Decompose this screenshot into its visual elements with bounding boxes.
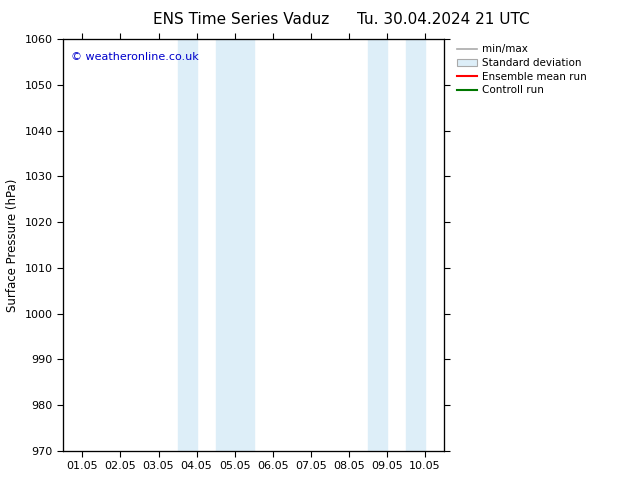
Text: Tu. 30.04.2024 21 UTC: Tu. 30.04.2024 21 UTC [358, 12, 530, 27]
Y-axis label: Surface Pressure (hPa): Surface Pressure (hPa) [6, 178, 19, 312]
Bar [216, 39, 254, 451]
Bar [368, 39, 387, 451]
Text: ENS Time Series Vaduz: ENS Time Series Vaduz [153, 12, 329, 27]
Text: © weatheronline.co.uk: © weatheronline.co.uk [71, 51, 198, 62]
Bar [178, 39, 197, 451]
Bar [406, 39, 425, 451]
Legend: min/max, Standard deviation, Ensemble mean run, Controll run: min/max, Standard deviation, Ensemble me… [456, 45, 586, 96]
